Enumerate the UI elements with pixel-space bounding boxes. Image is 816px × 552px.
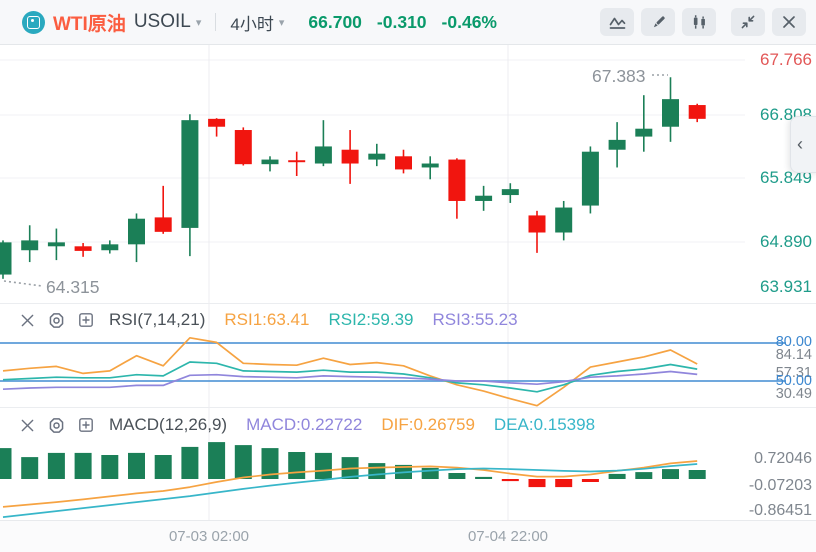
rsi-add-button[interactable]	[78, 312, 94, 328]
price-change: -0.310	[376, 11, 427, 32]
time-axis[interactable]: 07-03 02:00 07-04 22:00	[0, 520, 816, 552]
chevron-left-icon: ‹	[797, 134, 803, 154]
instrument-logo-icon	[22, 10, 45, 34]
timeframe-selector[interactable]: 4小时 ▾	[230, 10, 284, 35]
collapse-panel-tab[interactable]: ‹	[790, 116, 816, 173]
collapse-arrows-icon	[741, 15, 755, 29]
header-toolbar	[600, 8, 806, 36]
close-chart-button[interactable]	[772, 8, 806, 36]
symbol-selector[interactable]: USOIL ▾	[134, 11, 202, 33]
timeframe-label: 4小时	[230, 14, 274, 34]
axis-value-label: 67.766	[760, 49, 812, 69]
axis-value-label: 80.00	[775, 333, 812, 350]
axis-value-label: 0.72046	[754, 450, 812, 467]
rsi3-value: RSI3:55.23	[432, 310, 518, 329]
last-price: 66.700	[308, 11, 362, 32]
candlestick-icon	[693, 14, 705, 29]
high-price-annotation: 67.383	[592, 66, 646, 86]
axis-value-label: 57.31	[775, 364, 812, 381]
axis-value-label: 84.14	[775, 346, 812, 363]
axis-value-label: 50.00	[775, 372, 812, 389]
pencil-icon	[653, 15, 665, 27]
chart-plot-area[interactable]	[0, 45, 816, 520]
rsi-pane-divider	[0, 303, 816, 304]
line-chart-icon	[609, 17, 625, 29]
dif-value: DIF:0.26759	[381, 415, 475, 434]
indicators-button[interactable]	[682, 8, 716, 36]
chart-style-button[interactable]	[600, 8, 634, 36]
low-price-annotation: 64.315	[46, 277, 100, 297]
axis-value-label: -0.07203	[748, 477, 812, 494]
draw-tools-button[interactable]	[641, 8, 675, 36]
gear-icon	[49, 312, 64, 328]
header-divider	[215, 13, 217, 31]
macd-title: MACD(12,26,9)	[109, 415, 228, 434]
rsi1-value: RSI1:63.41	[224, 310, 310, 329]
rsi-title: RSI(7,14,21)	[109, 310, 206, 329]
plus-square-icon	[79, 418, 93, 432]
rsi-settings-button[interactable]	[48, 312, 65, 329]
time-tick-label: 07-04 22:00	[467, 528, 549, 545]
rsi-panel-header: RSI(7,14,21) RSI1:63.41 RSI2:59.39 RSI3:…	[0, 304, 816, 336]
macd-pane-divider	[0, 407, 816, 408]
macd-close-button[interactable]	[20, 418, 35, 433]
macd-panel-header: MACD(12,26,9) MACD:0.22722 DIF:0.26759 D…	[0, 409, 816, 441]
price-change-percent: -0.46%	[441, 11, 497, 32]
plus-square-icon	[79, 313, 93, 327]
axis-value-label: 63.931	[760, 276, 812, 296]
chevron-down-icon: ▾	[278, 16, 285, 29]
macd-value: MACD:0.22722	[246, 415, 363, 434]
collapse-button[interactable]	[731, 8, 765, 36]
chart-header: WTI原油 USOIL ▾ 4小时 ▾ 66.700 -0.310 -0.46%	[0, 0, 816, 45]
dea-value: DEA:0.15398	[493, 415, 596, 434]
gear-icon	[49, 417, 64, 433]
macd-add-button[interactable]	[78, 417, 94, 433]
symbol-label: USOIL	[133, 11, 191, 32]
axis-value-label: 64.890	[760, 231, 812, 251]
macd-settings-button[interactable]	[48, 417, 65, 434]
close-icon	[21, 419, 34, 431]
chevron-down-icon: ▾	[195, 16, 202, 29]
close-icon	[783, 16, 795, 28]
rsi2-value: RSI2:59.39	[328, 310, 414, 329]
rsi-close-button[interactable]	[20, 313, 35, 328]
axis-value-label: -0.86451	[748, 502, 812, 519]
instrument-name: WTI原油	[53, 13, 126, 35]
axis-value-label: 30.49	[775, 385, 812, 402]
close-icon	[21, 314, 34, 326]
time-tick-label: 07-03 02:00	[168, 528, 250, 545]
